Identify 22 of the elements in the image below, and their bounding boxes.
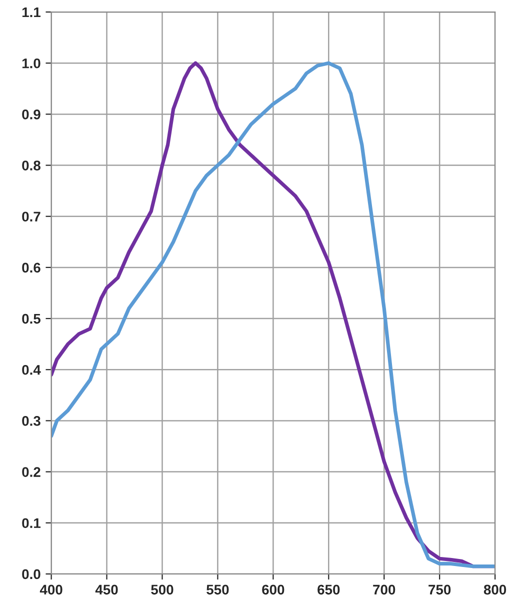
y-tick-label: 0.3	[22, 416, 40, 426]
x-tick-label: 600	[262, 584, 284, 595]
y-tick-label: 0.0	[22, 569, 40, 580]
x-tick-label: 800	[484, 584, 506, 595]
y-tick-label: 0.9	[22, 110, 40, 120]
y-tick-label: 0.2	[22, 467, 40, 477]
x-tick-label: 750	[428, 584, 451, 595]
y-tick-label: 0.8	[22, 160, 40, 170]
y-tick-label: 1.0	[22, 58, 40, 68]
y-tick-label: 0.5	[22, 314, 40, 324]
x-tick-label: 400	[40, 584, 62, 595]
y-tick-label: 0.6	[22, 262, 40, 273]
x-tick-label: 650	[318, 584, 340, 595]
x-tick-label: 500	[151, 584, 174, 595]
x-tick-label: 550	[206, 584, 229, 595]
x-tick-label: 450	[95, 584, 118, 595]
line-series	[51, 61, 496, 568]
x-tick-label: 700	[373, 584, 396, 595]
y-tick-label: 0.4	[22, 364, 41, 375]
y-tick-label: 0.7	[22, 212, 40, 222]
y-tick-label: 0.1	[22, 518, 40, 528]
y-tick-label: 1.1	[22, 7, 40, 18]
